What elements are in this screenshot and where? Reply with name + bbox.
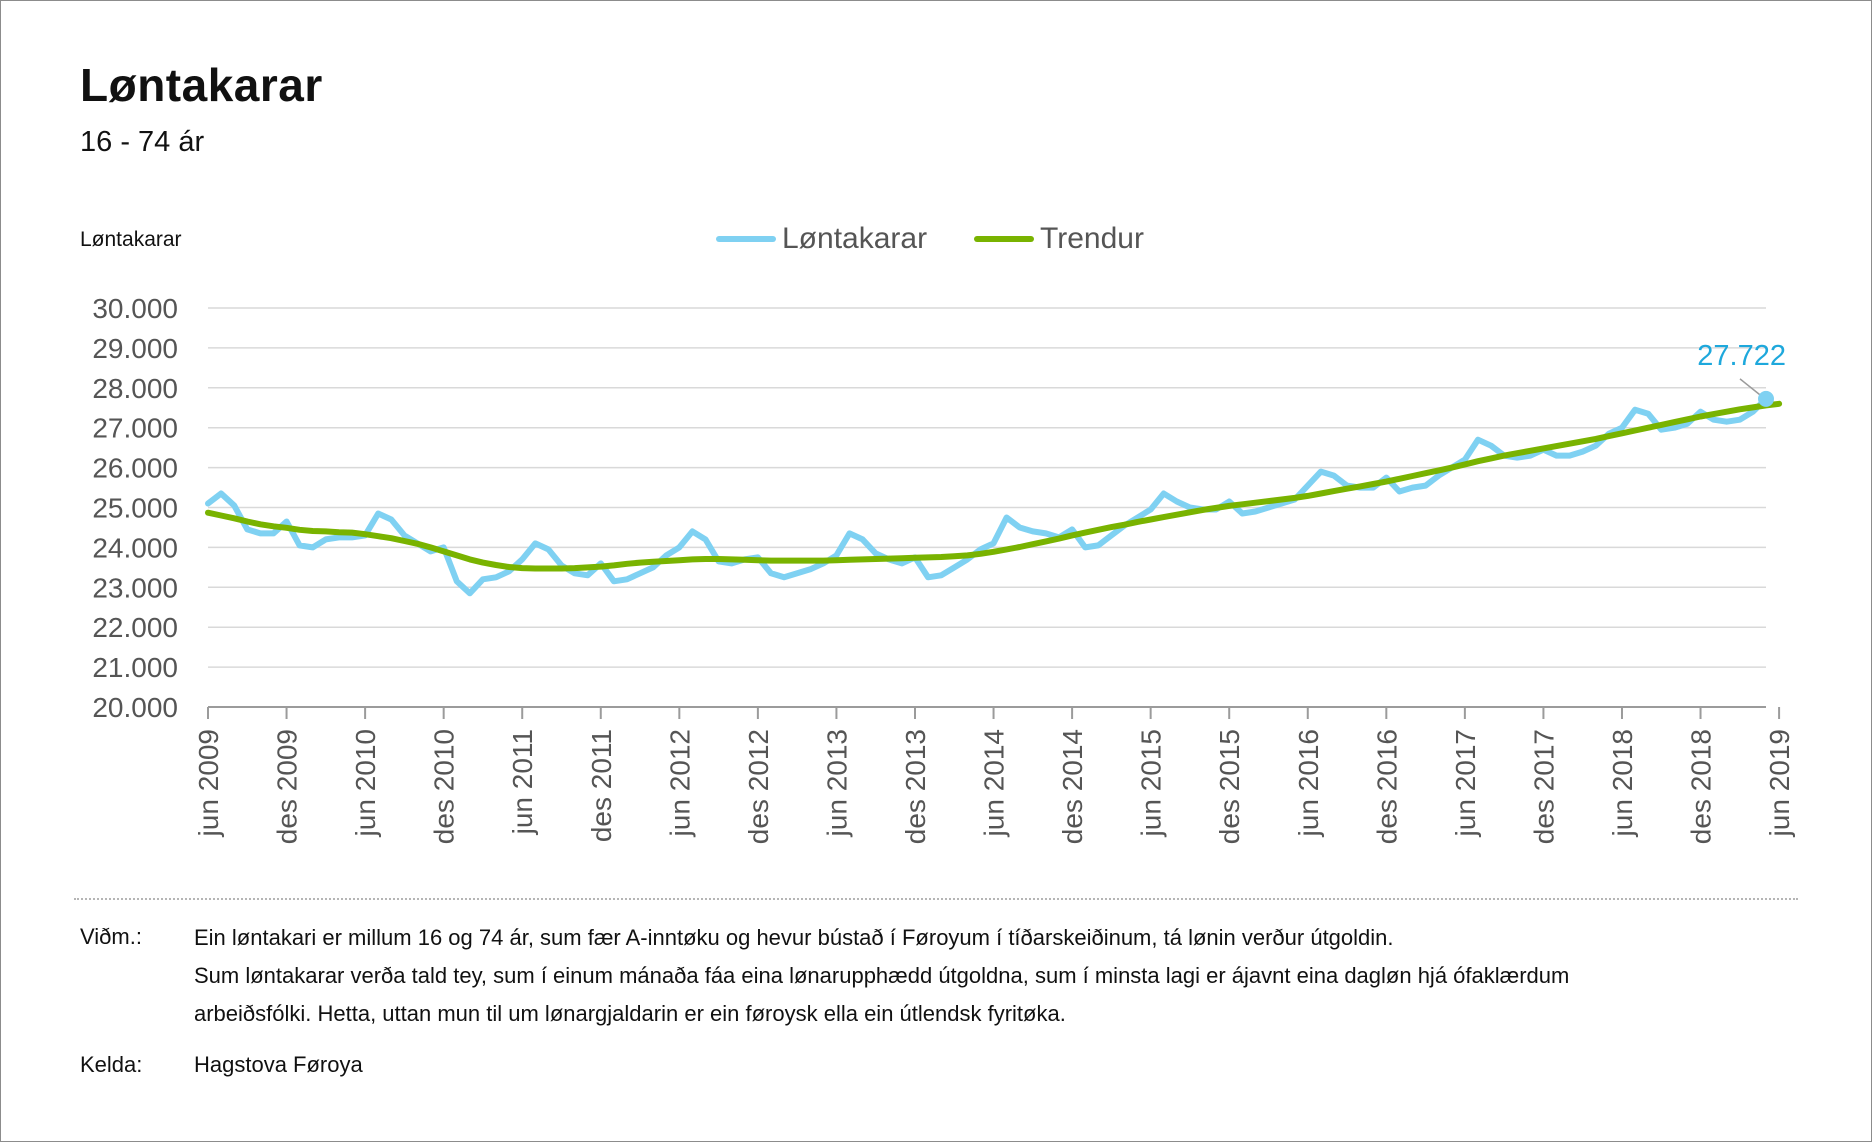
note-text: Ein løntakari er millum 16 og 74 ár, sum… (194, 919, 1754, 1033)
chart-legend: Løntakarar Trendur (0, 222, 1872, 262)
x-tick-label: jun 2013 (821, 729, 852, 837)
source-label: Kelda: (80, 1052, 143, 1077)
end-value-label: 27.722 (1697, 340, 1786, 372)
x-tick-label: jun 2010 (350, 729, 381, 837)
x-tick-label: jun 2015 (1136, 729, 1167, 837)
x-tick-label: des 2011 (586, 729, 617, 842)
legend-label-lontakarar: Løntakarar (782, 222, 928, 255)
end-label-connector (1739, 378, 1761, 396)
y-tick-label: 21.000 (92, 652, 178, 683)
y-axis-title: Løntakarar (80, 228, 182, 251)
note-line-2: Sum løntakarar verða tald tey, sum í ein… (194, 963, 1570, 988)
x-tick-label: jun 2009 (193, 729, 224, 837)
x-tick-label: des 2017 (1528, 729, 1559, 844)
page-title: Løntakarar (80, 59, 323, 111)
series-line-trendur (205, 400, 1783, 572)
note-line-1: Ein løntakari er millum 16 og 74 ár, sum… (194, 925, 1394, 950)
x-tick-label: des 2014 (1057, 729, 1088, 844)
x-tick-label: des 2010 (429, 729, 460, 844)
x-tick-label: jun 2017 (1450, 729, 1481, 837)
x-tick-label: jun 2012 (664, 729, 695, 837)
x-tick-label: des 2016 (1371, 729, 1402, 844)
page-subtitle: 16 - 74 ár (80, 126, 205, 158)
x-tick-label: jun 2014 (979, 729, 1010, 837)
x-tick-label: des 2013 (900, 729, 931, 844)
y-tick-label: 24.000 (92, 532, 178, 563)
x-tick-label: jun 2011 (507, 729, 538, 835)
line-chart: 30.000 29.000 28.000 27.000 26.000 25.000 24.0… (92, 293, 1795, 844)
divider (74, 898, 1798, 900)
y-tick-label: 23.000 (92, 572, 178, 603)
legend-swatch-lontakarar (716, 236, 776, 242)
y-tick-label: 25.000 (92, 493, 178, 524)
y-tick-label: 30.000 (92, 293, 178, 324)
x-tick-label: jun 2016 (1293, 729, 1324, 837)
y-tick-label: 27.000 (92, 413, 178, 444)
legend-label-trendur: Trendur (1040, 222, 1144, 255)
x-tick-label: des 2009 (272, 729, 303, 844)
end-point-marker (1758, 390, 1774, 407)
x-tick-label: des 2012 (743, 729, 774, 844)
source-text: Hagstova Føroya (194, 1052, 363, 1077)
y-tick-label: 22.000 (92, 612, 178, 643)
legend-item-lontakarar[interactable]: Løntakarar (716, 222, 927, 256)
y-tick-label: 26.000 (92, 453, 178, 484)
x-tick-label: des 2018 (1686, 729, 1717, 844)
note-label: Viðm.: (80, 924, 142, 949)
y-tick-label: 20.000 (92, 692, 178, 723)
legend-item-trendur[interactable]: Trendur (974, 222, 1144, 256)
x-tick-label: des 2015 (1214, 729, 1245, 844)
x-tick-label: jun 2018 (1607, 729, 1638, 837)
legend-swatch-trendur (974, 236, 1034, 242)
x-tick-label: jun 2019 (1764, 729, 1795, 837)
y-tick-label: 28.000 (92, 373, 178, 404)
y-tick-label: 29.000 (92, 333, 178, 364)
note-line-3: arbeiðsfólki. Hetta, uttan mun til um lø… (194, 1001, 1066, 1026)
